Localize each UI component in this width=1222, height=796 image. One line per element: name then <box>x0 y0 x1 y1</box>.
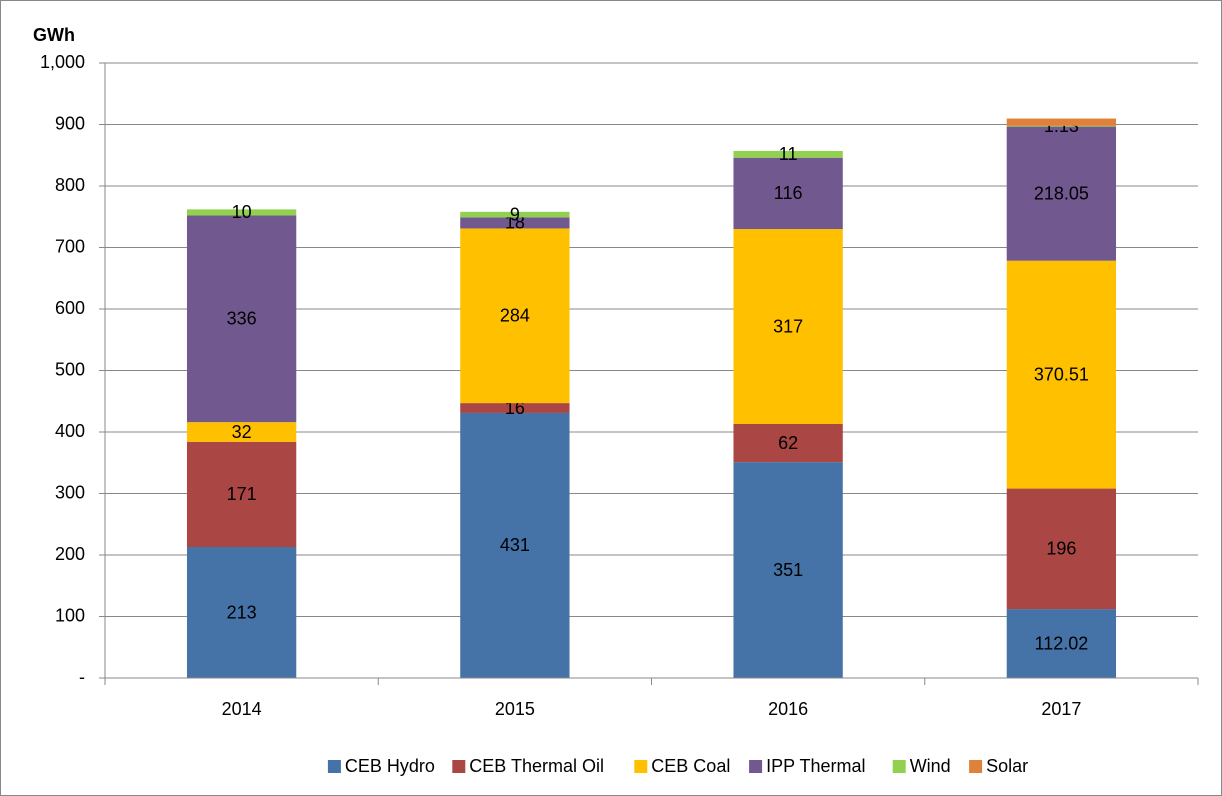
y-tick-label: 300 <box>55 482 85 502</box>
y-tick-label: 100 <box>55 605 85 625</box>
legend-label: CEB Thermal Oil <box>469 756 604 776</box>
legend-swatch <box>327 760 341 773</box>
legend-label: IPP Thermal <box>766 756 865 776</box>
bar-segment <box>460 412 570 678</box>
bar-segment <box>1006 609 1117 678</box>
data-label: 431 <box>500 535 530 555</box>
y-tick-label: 500 <box>55 359 85 379</box>
bar-segment <box>733 424 843 463</box>
legend-label: Solar <box>986 756 1028 776</box>
bar-segment <box>733 462 843 678</box>
y-tick-label: 400 <box>55 421 85 441</box>
bar-segment <box>733 150 843 158</box>
data-label: 112.02 <box>1035 633 1089 653</box>
data-label: 9 <box>510 204 520 224</box>
bar-segment <box>186 422 297 442</box>
legend-swatch <box>452 760 466 773</box>
data-label: 317 <box>773 316 803 336</box>
data-label: 171 <box>227 484 257 504</box>
data-label: 336 <box>227 309 257 329</box>
data-label: 11 <box>779 144 798 164</box>
data-label: 218.05 <box>1034 183 1089 203</box>
bar-segment <box>460 228 570 404</box>
bar-segment <box>733 229 843 425</box>
bar-segment <box>460 211 570 218</box>
data-label: 10 <box>232 202 252 222</box>
data-label: 196 <box>1046 539 1076 559</box>
y-tick-label: 1,000 <box>40 52 85 72</box>
legend-label: Wind <box>910 756 951 776</box>
y-tick-label: 200 <box>55 544 85 564</box>
bar-segment <box>1006 125 1117 127</box>
x-tick-label: 2014 <box>222 699 262 719</box>
bar-segment <box>1006 118 1117 126</box>
legend-swatch <box>634 760 648 773</box>
bar-segment <box>186 215 297 423</box>
legend-swatch <box>969 760 983 773</box>
data-label: 370.51 <box>1034 364 1089 384</box>
bar-segment <box>186 547 297 678</box>
bar-segment <box>1006 488 1117 610</box>
bar-segment <box>733 157 843 230</box>
y-tick-label: - <box>79 667 85 687</box>
legend-label: CEB Coal <box>651 756 730 776</box>
data-label: 351 <box>773 560 803 580</box>
data-label: 116 <box>774 183 803 203</box>
bar-segment <box>1006 260 1117 489</box>
legend-swatch <box>749 760 763 773</box>
bar-segment <box>1006 126 1117 261</box>
legend-swatch <box>892 760 906 773</box>
bar-segment <box>460 403 570 413</box>
bar-segment <box>186 441 297 548</box>
x-tick-label: 2016 <box>768 699 808 719</box>
data-label: 32 <box>232 422 252 442</box>
legend-label: CEB Hydro <box>345 756 435 776</box>
x-tick-label: 2017 <box>1041 699 1081 719</box>
bar-segment <box>460 217 570 229</box>
y-tick-label: 800 <box>55 175 85 195</box>
y-axis-label: GWh <box>33 25 75 45</box>
data-label: 18 <box>505 213 525 233</box>
data-label: 62 <box>778 433 798 453</box>
y-tick-label: 900 <box>55 113 85 133</box>
data-label: 284 <box>500 306 530 326</box>
data-label: 213 <box>227 602 257 622</box>
y-tick-label: 600 <box>55 298 85 318</box>
y-tick-label: 700 <box>55 236 85 256</box>
bar-segment <box>186 209 297 216</box>
x-tick-label: 2015 <box>495 699 535 719</box>
